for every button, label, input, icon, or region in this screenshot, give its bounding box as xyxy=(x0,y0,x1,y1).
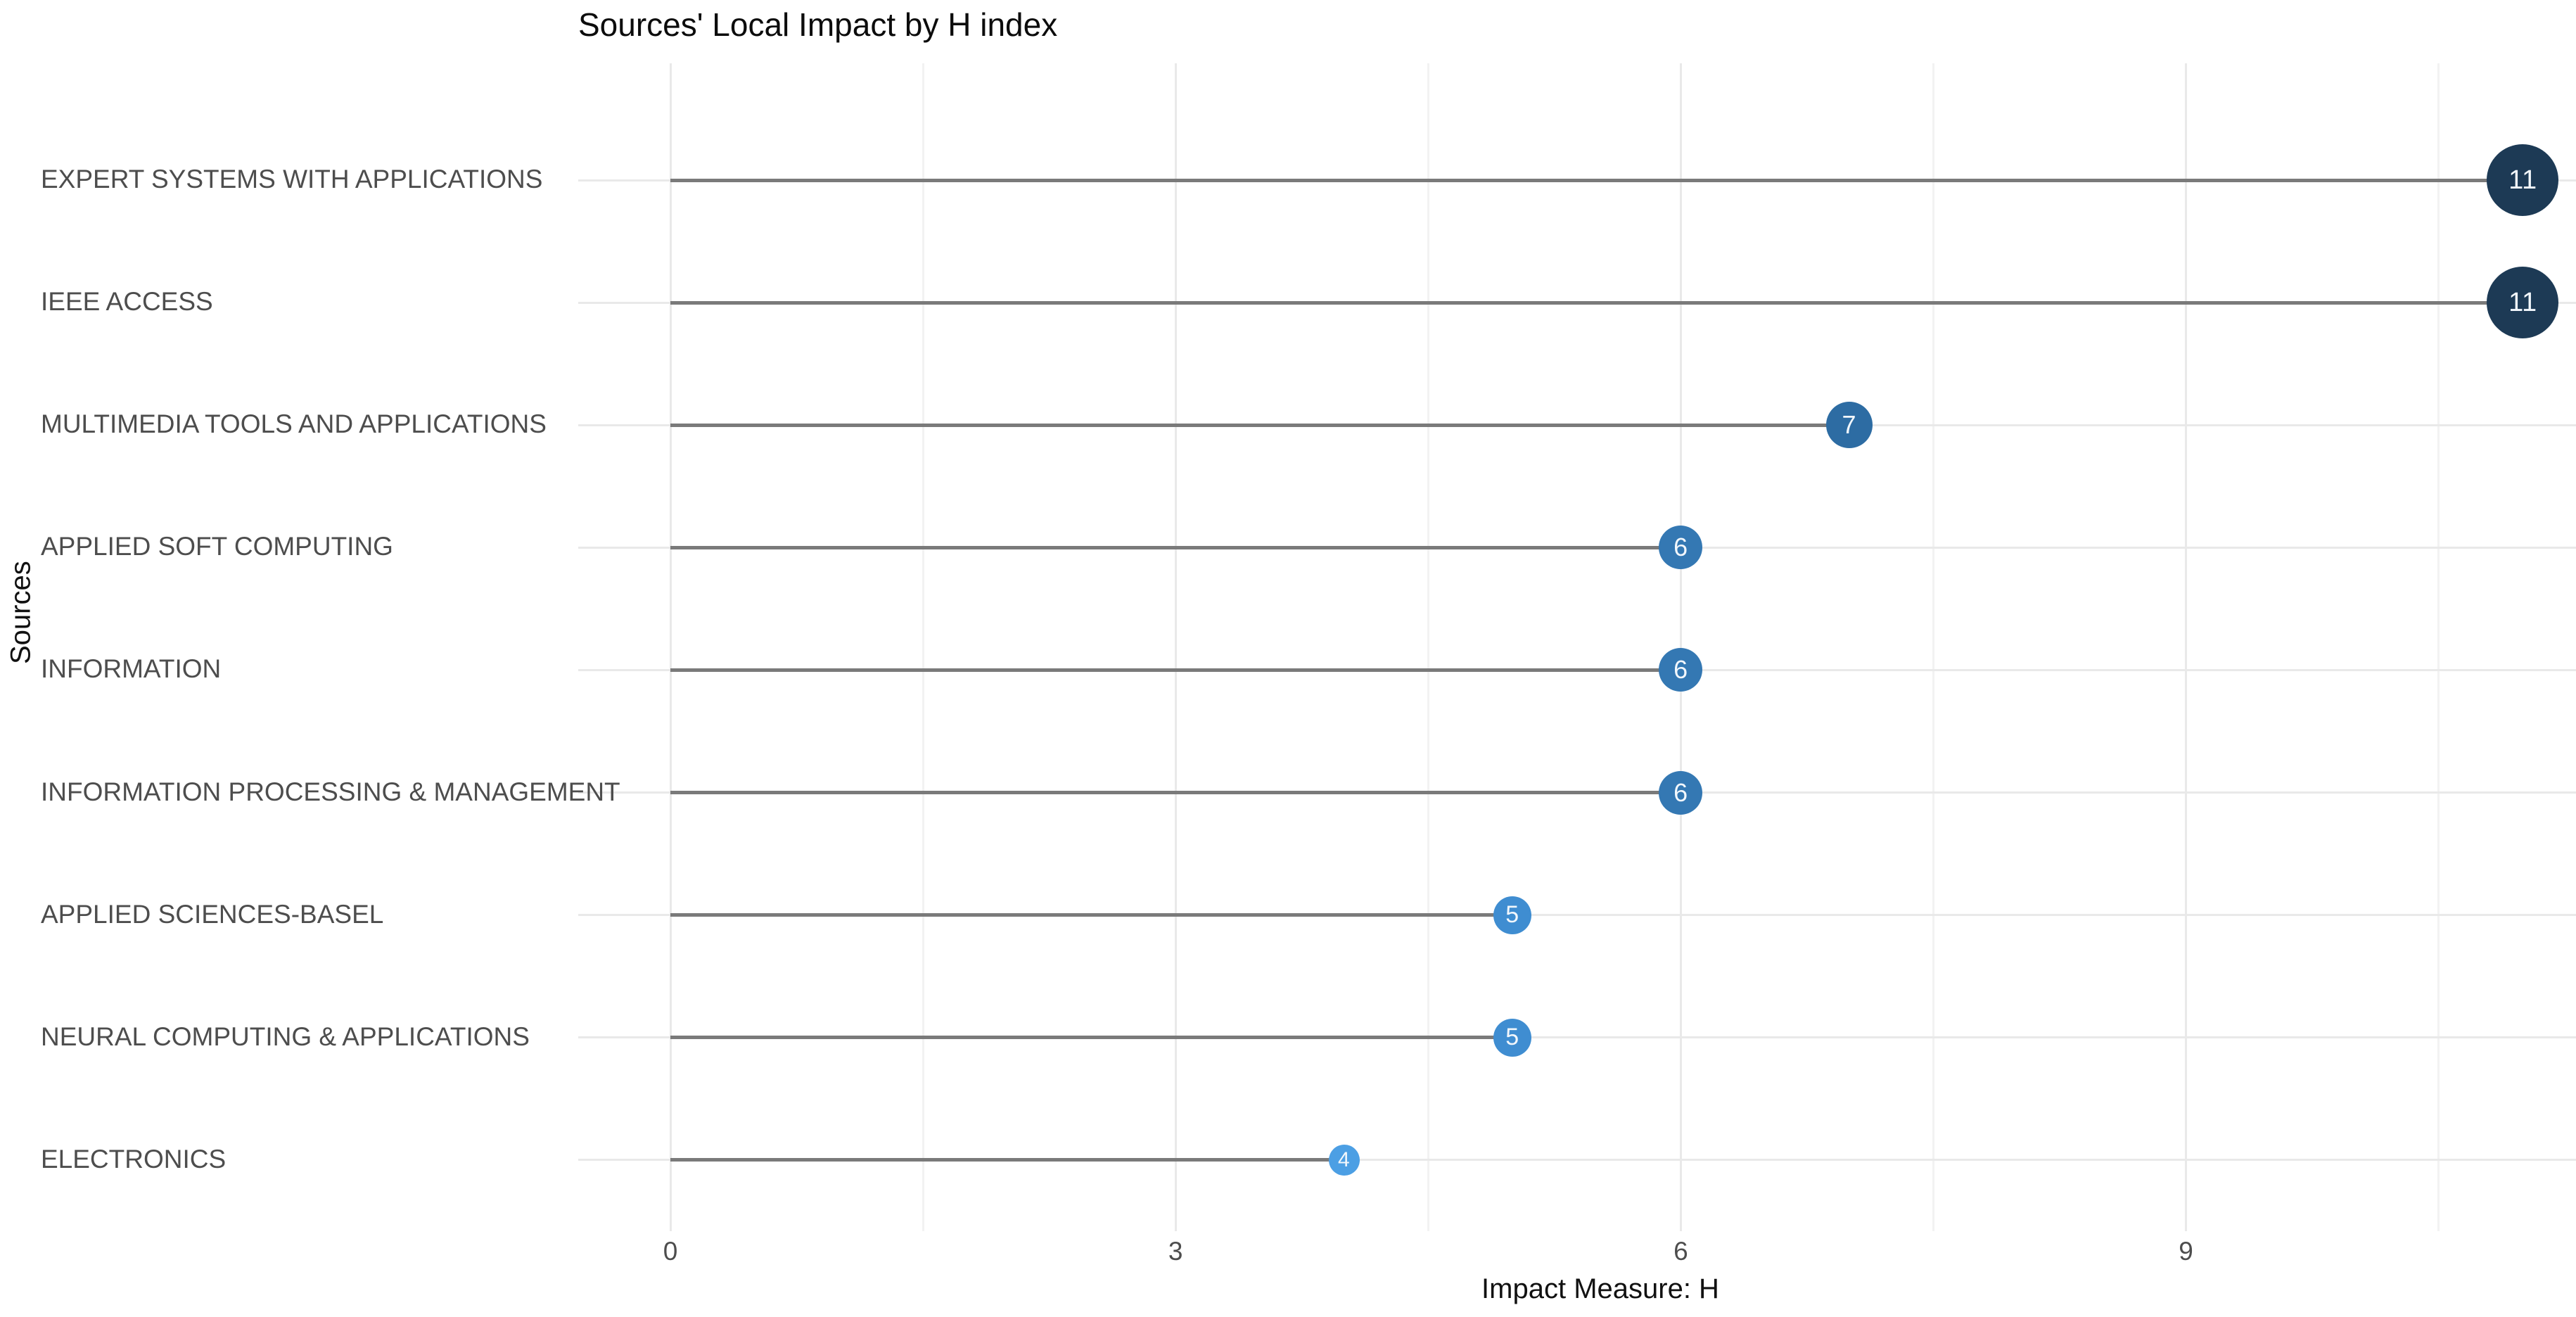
data-point: 6 xyxy=(1659,770,1703,815)
data-point: 6 xyxy=(1659,526,1703,570)
lollipop-stem xyxy=(670,668,1681,672)
y-axis-category-label: MULTIMEDIA TOOLS AND APPLICATIONS xyxy=(41,409,547,439)
data-point: 11 xyxy=(2487,267,2559,339)
plot-panel: 11 11 7 6 6 6 5 5 4 xyxy=(578,63,2576,1231)
x-axis-tick-label: 0 xyxy=(663,1237,678,1266)
data-point-value-label: 6 xyxy=(1673,777,1688,807)
gridline-major-vertical xyxy=(1679,63,1682,1231)
y-axis-category-label: EXPERT SYSTEMS WITH APPLICATIONS xyxy=(41,165,543,194)
y-axis-title: Sources xyxy=(5,561,37,664)
data-point: 4 xyxy=(1328,1144,1360,1176)
gridline-minor-vertical xyxy=(1932,63,1934,1231)
data-point: 6 xyxy=(1659,648,1703,692)
gridline-minor-vertical xyxy=(922,63,924,1231)
y-axis-category-label: APPLIED SCIENCES-BASEL xyxy=(41,899,384,929)
x-axis-tick-label: 6 xyxy=(1673,1237,1688,1266)
y-axis-category-label: IEEE ACCESS xyxy=(41,287,213,317)
gridline-category-horizontal xyxy=(578,1159,2576,1162)
data-point: 5 xyxy=(1493,896,1531,934)
gridline-major-vertical xyxy=(2185,63,2188,1231)
y-axis-category-label: NEURAL COMPUTING & APPLICATIONS xyxy=(41,1022,530,1051)
lollipop-stem xyxy=(670,791,1681,794)
gridline-major-vertical xyxy=(669,63,672,1231)
lollipop-stem xyxy=(670,1036,1512,1040)
lollipop-stem xyxy=(670,178,2523,182)
gridline-category-horizontal xyxy=(578,914,2576,917)
gridline-minor-vertical xyxy=(2437,63,2440,1231)
data-point-value-label: 5 xyxy=(1505,1024,1519,1051)
data-point-value-label: 5 xyxy=(1505,901,1519,929)
gridline-minor-vertical xyxy=(1427,63,1429,1231)
gridline-major-vertical xyxy=(1174,63,1177,1231)
x-axis-tick-label: 9 xyxy=(2179,1237,2193,1266)
gridline-category-horizontal xyxy=(578,1036,2576,1039)
y-axis-category-label: APPLIED SOFT COMPUTING xyxy=(41,532,393,561)
y-axis-category-label: ELECTRONICS xyxy=(41,1144,227,1173)
lollipop-stem xyxy=(670,913,1512,917)
lollipop-stem xyxy=(670,423,1849,427)
x-axis-title: Impact Measure: H xyxy=(1481,1273,1719,1304)
data-point-value-label: 11 xyxy=(2508,287,2537,317)
data-point: 5 xyxy=(1493,1018,1531,1057)
y-axis-category-label: INFORMATION xyxy=(41,654,222,684)
chart-title: Sources' Local Impact by H index xyxy=(578,6,1058,43)
data-point-value-label: 4 xyxy=(1338,1147,1351,1171)
data-point: 11 xyxy=(2487,144,2559,216)
lollipop-stem xyxy=(670,1158,1344,1162)
lollipop-stem xyxy=(670,545,1681,549)
y-axis-category-label: INFORMATION PROCESSING & MANAGEMENT xyxy=(41,777,620,806)
x-axis-tick-label: 3 xyxy=(1168,1237,1183,1266)
data-point-value-label: 6 xyxy=(1673,533,1688,562)
data-point-value-label: 11 xyxy=(2508,165,2537,195)
data-point-value-label: 6 xyxy=(1673,655,1688,685)
data-point: 7 xyxy=(1825,402,1873,449)
data-point-value-label: 7 xyxy=(1842,410,1857,440)
lollipop-stem xyxy=(670,300,2523,305)
